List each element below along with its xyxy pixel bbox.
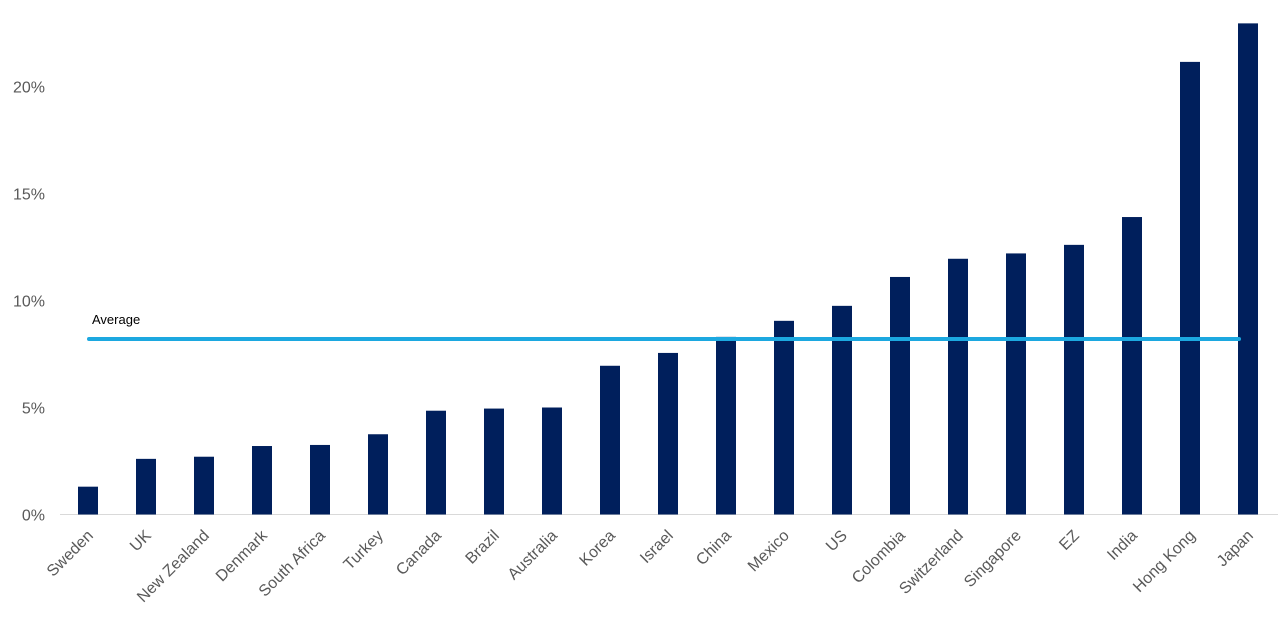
bar — [716, 336, 736, 515]
bar — [832, 305, 852, 515]
bar — [78, 486, 98, 515]
x-tick-label: India — [1104, 527, 1141, 564]
x-tick-label: Colombia — [849, 527, 909, 587]
average-label: Average — [92, 312, 140, 327]
x-tick-label: Turkey — [341, 527, 387, 573]
x-tick-label: Israel — [637, 527, 677, 567]
y-axis: 0% 5% 10% 15% 20% — [13, 80, 45, 525]
bar — [194, 456, 214, 515]
bar — [658, 352, 678, 515]
bar — [948, 258, 968, 515]
x-tick-label: Japan — [1214, 527, 1257, 570]
x-tick-label: Canada — [393, 527, 445, 579]
bar — [1006, 253, 1026, 515]
bar — [1238, 23, 1258, 515]
bar — [774, 320, 794, 515]
x-tick-label: Denmark — [213, 527, 272, 586]
x-tick-label: EZ — [1056, 527, 1083, 554]
x-tick-label: Mexico — [745, 527, 793, 575]
x-tick-label: US — [823, 527, 851, 555]
x-tick-label: Korea — [577, 527, 619, 569]
bar — [310, 444, 330, 515]
bar — [252, 446, 272, 515]
x-tick-label: Hong Kong — [1130, 527, 1199, 596]
bar — [1122, 217, 1142, 515]
bar — [890, 276, 910, 515]
bar — [484, 408, 504, 515]
y-tick-label: 0% — [22, 508, 45, 525]
x-tick-label: Brazil — [463, 527, 503, 567]
y-tick-label: 5% — [22, 401, 45, 418]
y-tick-label: 15% — [13, 187, 45, 204]
y-tick-label: 10% — [13, 294, 45, 311]
bar — [368, 434, 388, 515]
bar — [426, 410, 446, 515]
x-tick-label: Sweden — [44, 527, 97, 580]
x-tick-label: UK — [127, 527, 155, 555]
bar — [542, 407, 562, 515]
y-tick-label: 20% — [13, 80, 45, 97]
x-tick-label: Singapore — [961, 527, 1025, 591]
x-tick-label: China — [693, 527, 735, 569]
bar — [1180, 61, 1200, 515]
bars — [78, 23, 1258, 515]
x-tick-label: Australia — [505, 527, 561, 583]
bar — [1064, 244, 1084, 515]
bar — [136, 458, 156, 515]
bar — [600, 365, 620, 515]
